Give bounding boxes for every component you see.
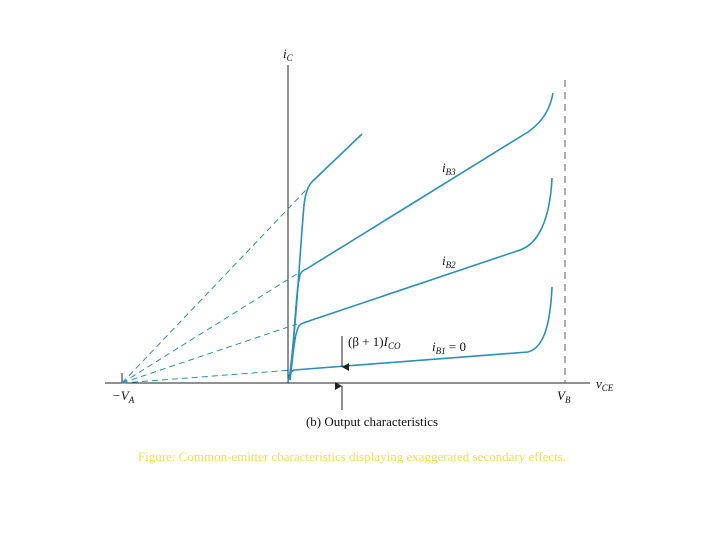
label-part: CO [388, 341, 401, 351]
label-part: (β + 1) [348, 334, 384, 349]
label-part: B [565, 395, 571, 405]
curve-label: iB1 = 0 [432, 339, 466, 356]
label-part: V [557, 388, 567, 403]
curve-label: iB2 [442, 253, 456, 270]
label-part: B2 [446, 260, 456, 270]
label-part: i [442, 160, 446, 175]
label-part: I [383, 334, 389, 349]
label-part: B3 [446, 167, 456, 177]
right-point-label: VB [557, 388, 571, 405]
caption: Figure: Common-emitter characteristics d… [138, 449, 566, 464]
curve-label: iB3 [442, 160, 456, 177]
leakage-label: (β + 1)ICO [348, 334, 401, 351]
label-part: i [432, 339, 436, 354]
label-part: A [128, 395, 135, 405]
early-extrapolations [121, 189, 307, 384]
label-part: CE [602, 383, 614, 393]
label-part: B1 [436, 346, 446, 356]
subtitle: (b) Output characteristics [306, 414, 438, 429]
label-part: i [283, 46, 287, 61]
characteristic-curves [287, 92, 554, 383]
label-part: i [442, 253, 446, 268]
label-part: −V [112, 388, 131, 403]
label-part: v [596, 376, 602, 391]
y-axis-label: iC [283, 46, 294, 63]
label-part: C [287, 53, 294, 63]
x-axis-label: vCE [596, 376, 614, 393]
left-point-label: −VA [112, 388, 135, 405]
label-part: = 0 [446, 339, 466, 354]
